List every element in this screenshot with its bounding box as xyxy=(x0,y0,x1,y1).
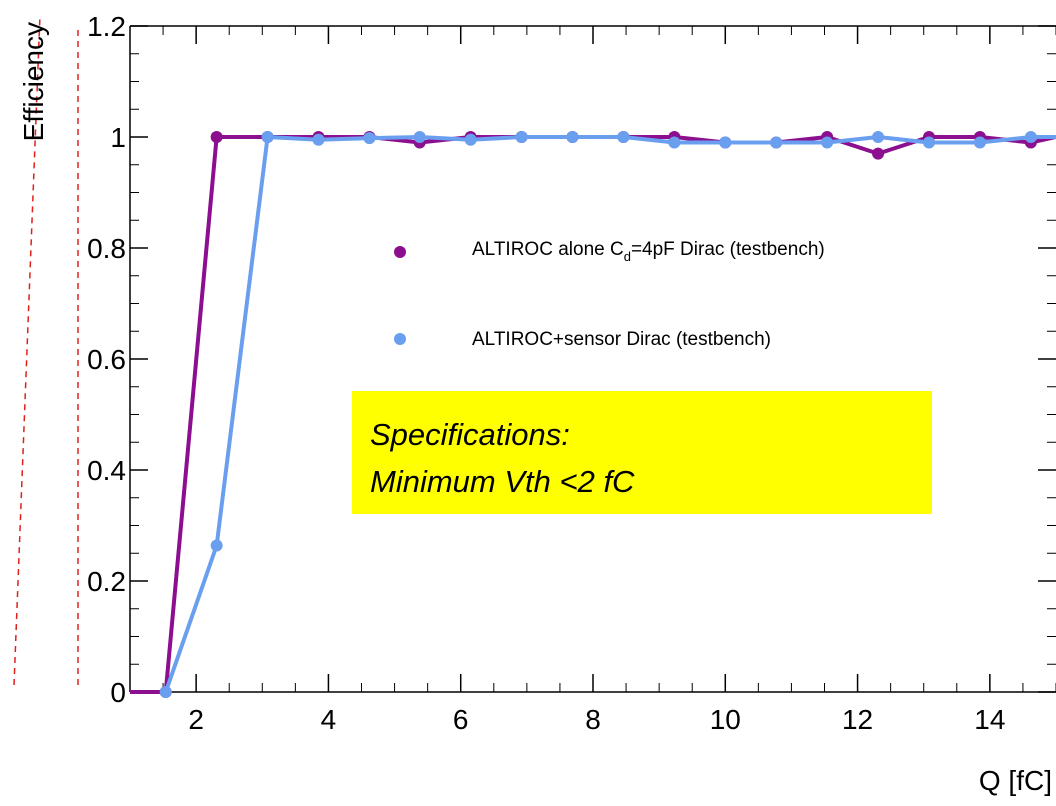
legend-label-subscript: d xyxy=(624,249,631,264)
axis-ticks xyxy=(130,25,1056,693)
data-point xyxy=(668,136,681,149)
data-point xyxy=(770,136,783,149)
y-tick-label: 1.2 xyxy=(87,11,126,42)
data-point xyxy=(617,131,630,143)
specifications-note: Specifications: Minimum Vth <2 fC xyxy=(352,391,932,514)
specifications-note-line-2: Minimum Vth <2 fC xyxy=(370,464,635,499)
data-point xyxy=(821,136,834,149)
y-tick-label: 1 xyxy=(110,122,126,153)
legend-marker-altiroc-alone xyxy=(394,246,406,258)
x-tick-label: 12 xyxy=(842,704,873,735)
data-point xyxy=(515,131,528,143)
data-point xyxy=(261,131,274,143)
legend-label-main: ALTIROC alone C xyxy=(472,239,624,260)
specifications-note-line-1: Specifications: xyxy=(370,417,570,452)
x-tick-label: 6 xyxy=(453,704,469,735)
data-point xyxy=(566,131,579,143)
y-tick-label: 0.6 xyxy=(87,344,126,375)
y-tick-label: 0.4 xyxy=(87,455,126,486)
x-tick-label: 10 xyxy=(710,704,741,735)
x-tick-label: 4 xyxy=(321,704,337,735)
y-tick-label: 0 xyxy=(110,677,126,708)
data-point xyxy=(210,131,223,143)
data-point xyxy=(923,136,936,149)
y-axis-title: Efficiency xyxy=(18,22,49,141)
x-tick-label: 8 xyxy=(585,704,601,735)
legend: ALTIROC alone Cd=4pF Dirac (testbench) A… xyxy=(394,239,825,350)
x-tick-label: 14 xyxy=(974,704,1005,735)
x-axis-title: Q [fC] xyxy=(979,765,1052,796)
data-point xyxy=(973,136,986,149)
specifications-note-background xyxy=(352,391,932,514)
data-point xyxy=(872,131,885,143)
y-tick-label: 0.2 xyxy=(87,566,126,597)
legend-marker-altiroc-sensor xyxy=(394,333,406,345)
data-point xyxy=(210,539,223,552)
tick-labels: 2 4 6 8 10 12 14 0 0.2 0.4 0.6 0.8 1 1.2 xyxy=(87,11,1005,735)
series-layer xyxy=(130,131,1056,698)
legend-label-altiroc-alone: ALTIROC alone Cd=4pF Dirac (testbench) xyxy=(472,239,825,264)
red-dashed-guide-left xyxy=(13,14,41,686)
x-tick-label: 2 xyxy=(188,704,204,735)
plot-frame xyxy=(129,25,1056,693)
data-point xyxy=(1024,131,1037,143)
data-point xyxy=(363,132,376,145)
y-tick-label: 0.8 xyxy=(87,233,126,264)
data-point xyxy=(872,147,885,160)
data-point xyxy=(413,131,426,143)
legend-label-altiroc-sensor: ALTIROC+sensor Dirac (testbench) xyxy=(472,329,771,350)
data-point xyxy=(719,136,732,149)
series-2 xyxy=(159,131,1056,698)
legend-label-rest: =4pF Dirac (testbench) xyxy=(631,239,825,260)
data-point xyxy=(312,133,325,146)
data-point xyxy=(464,133,477,146)
data-point xyxy=(159,686,172,698)
